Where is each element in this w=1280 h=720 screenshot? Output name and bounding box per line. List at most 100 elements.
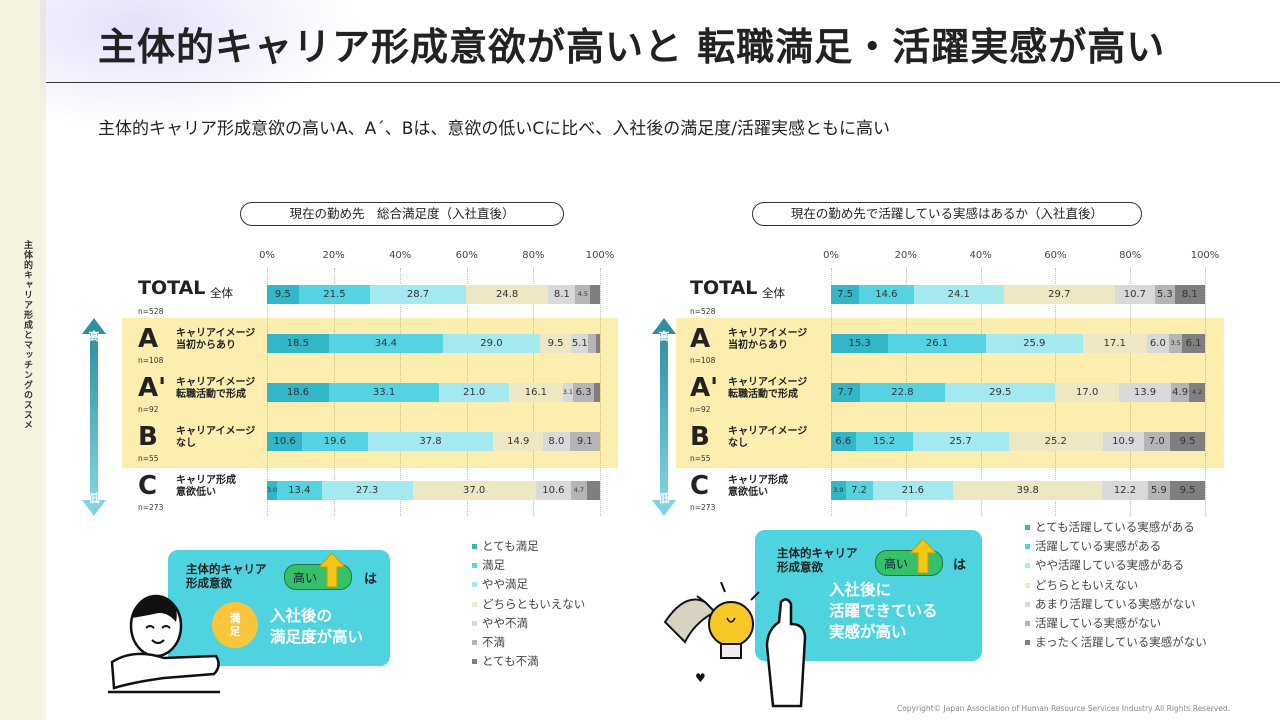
legend-label: やや満足 bbox=[482, 577, 528, 592]
row-sample-size: n=273 bbox=[138, 503, 164, 512]
bar-segment bbox=[1143, 432, 1170, 451]
data-label: 3.0 bbox=[266, 486, 278, 494]
legend-swatch-icon bbox=[1025, 640, 1030, 646]
data-label: 24.8 bbox=[495, 289, 519, 300]
legend-swatch-icon bbox=[1025, 525, 1030, 530]
row-group-label: TOTAL bbox=[138, 277, 206, 299]
data-label: 18.6 bbox=[286, 387, 310, 398]
data-label: 9.5 bbox=[274, 289, 291, 300]
bar-segment bbox=[443, 334, 540, 353]
row-description: キャリアイメージ なし bbox=[728, 426, 808, 449]
data-label: 6.6 bbox=[835, 436, 852, 447]
bar-segment bbox=[543, 432, 570, 451]
bar-segment bbox=[267, 334, 329, 353]
callout-heading: 主体的キャリア 形成意欲 bbox=[777, 546, 858, 574]
data-label: 9.5 bbox=[1179, 436, 1196, 447]
data-label: 9.5 bbox=[1179, 485, 1196, 496]
row-sample-size: n=108 bbox=[690, 356, 716, 365]
bar-segment bbox=[1174, 285, 1205, 304]
data-label: 3.5 bbox=[1170, 339, 1181, 347]
stacked-bar: 18.5 34.4 29.0 9.5 5.1 bbox=[267, 334, 600, 353]
bar-segment bbox=[267, 481, 277, 500]
data-label: 5.1 bbox=[571, 338, 588, 349]
row-group-label: A' bbox=[690, 373, 719, 403]
legend-label: どちらともいえない bbox=[482, 596, 586, 611]
legend-swatch-icon bbox=[472, 563, 477, 569]
data-label: 6.0 bbox=[1149, 338, 1166, 349]
legend-label: 活躍している実感がある bbox=[1035, 539, 1162, 554]
arrow-high-label: 高 bbox=[658, 330, 670, 343]
data-label: 21.5 bbox=[323, 289, 346, 300]
bar-segment bbox=[586, 481, 600, 500]
up-arrow-icon bbox=[910, 539, 936, 573]
callout-message: 入社後に 活躍できている 実感が高い bbox=[829, 581, 938, 641]
data-label: 6.1 bbox=[1185, 338, 1202, 349]
bar-segment bbox=[1169, 481, 1206, 500]
bar-segment bbox=[267, 432, 303, 451]
data-label: 33.1 bbox=[372, 387, 396, 398]
lightbulb-thumbs-up-illustration-icon: ♥ bbox=[663, 582, 807, 708]
row-description: キャリアイメージ なし bbox=[176, 426, 256, 449]
data-label: 9.5 bbox=[547, 338, 564, 349]
x-tick-label: 60% bbox=[1044, 250, 1067, 261]
data-label: 10.7 bbox=[1123, 289, 1147, 300]
x-tick-label: 20% bbox=[894, 250, 917, 261]
data-label: 6.3 bbox=[575, 387, 592, 398]
data-label: 19.6 bbox=[323, 436, 347, 447]
legend-swatch-icon bbox=[1025, 621, 1030, 627]
bar-segment bbox=[328, 334, 444, 353]
legend-label: まったく活躍している実感がない bbox=[1035, 635, 1207, 650]
x-tick-label: 60% bbox=[455, 250, 478, 261]
callout-particle: は bbox=[364, 572, 378, 587]
bar-segment bbox=[267, 383, 329, 402]
data-label: 25.2 bbox=[1044, 436, 1067, 447]
row-sample-size: n=55 bbox=[690, 454, 711, 463]
bar-segment bbox=[1008, 432, 1103, 451]
arrow-low-label: 低 bbox=[658, 492, 670, 505]
bar-segment bbox=[945, 383, 1056, 402]
data-label: 37.0 bbox=[462, 485, 486, 496]
stacked-bar: 18.6 33.1 21.0 16.1 3.1 6.3 bbox=[267, 383, 600, 402]
bar-segment bbox=[1003, 285, 1115, 304]
data-label: 17.0 bbox=[1076, 387, 1099, 398]
legend-label: とても活躍している実感がある bbox=[1035, 520, 1195, 534]
sidebar: 主体的キャリア形成とマッチングのススメ bbox=[0, 0, 46, 720]
bar-segment bbox=[1114, 285, 1155, 304]
legend-item: やや満足 bbox=[472, 575, 585, 594]
satisfaction-callout: 主体的キャリア 形成意欲 高い は 満 足 入社後の 満足度が高い bbox=[168, 550, 390, 666]
legend-item: あまり活躍している実感がない bbox=[1025, 595, 1207, 614]
gridline bbox=[600, 268, 601, 516]
row-group-label: B bbox=[138, 422, 158, 452]
bar-segment bbox=[1102, 432, 1144, 451]
legend-swatch-icon bbox=[472, 601, 477, 607]
data-label: 8.1 bbox=[1181, 289, 1198, 300]
gridline bbox=[1205, 268, 1206, 516]
data-label: 12.2 bbox=[1113, 485, 1137, 496]
row-description: キャリア形成 意欲低い bbox=[176, 475, 236, 498]
badge-text: 満 足 bbox=[229, 612, 241, 638]
data-label: 7.0 bbox=[1148, 436, 1165, 447]
bar-segment bbox=[321, 481, 413, 500]
legend-label: とても満足 bbox=[482, 539, 539, 553]
arrow-low-label: 低 bbox=[88, 492, 100, 505]
data-label: 21.0 bbox=[462, 387, 486, 398]
legend-swatch-icon bbox=[472, 544, 477, 549]
legend-label: 不満 bbox=[482, 635, 505, 650]
bar-segment bbox=[831, 334, 889, 353]
legend-swatch-icon bbox=[1025, 601, 1030, 607]
legend-swatch-icon bbox=[472, 582, 477, 588]
row-description: キャリアイメージ 転職活動で形成 bbox=[176, 377, 256, 400]
data-label: 4.9 bbox=[1172, 387, 1189, 398]
toggle-label: 高い bbox=[293, 571, 318, 585]
header-glow bbox=[40, 0, 360, 130]
copyright-notice: Copyright© Japan Association of Human Re… bbox=[896, 704, 1230, 713]
row-group-label: B bbox=[690, 422, 710, 452]
data-label: 5.3 bbox=[1156, 289, 1173, 300]
data-label: 10.6 bbox=[273, 436, 296, 447]
row-sub-label: 全体 bbox=[762, 286, 785, 300]
data-label: 3.1 bbox=[562, 388, 574, 396]
legend-swatch-icon bbox=[1025, 544, 1030, 550]
bar-segment bbox=[573, 383, 594, 402]
bar-segment bbox=[1118, 383, 1171, 402]
legend-swatch-icon bbox=[472, 640, 477, 646]
